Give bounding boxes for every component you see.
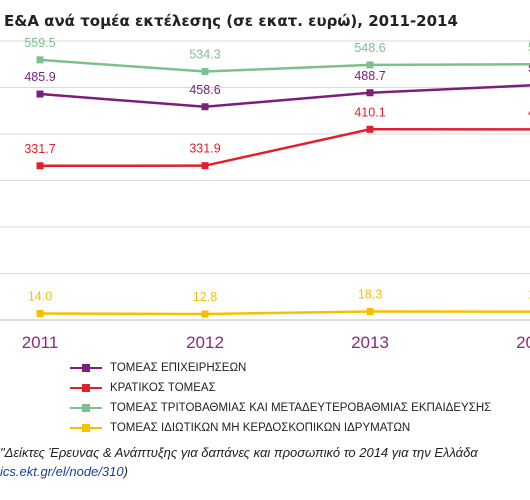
legend-marker — [82, 424, 90, 432]
series-line — [39, 58, 530, 73]
data-label: 331.9 — [189, 142, 220, 156]
data-point — [36, 56, 44, 64]
legend-marker — [82, 384, 90, 392]
data-label: 559.5 — [24, 36, 55, 50]
data-label: 18 — [528, 288, 530, 302]
data-point — [201, 162, 209, 170]
data-label: 534.3 — [189, 48, 220, 62]
data-label: 18.3 — [358, 287, 382, 301]
x-tick-label: 2013 — [351, 333, 389, 352]
data-point — [366, 125, 374, 133]
data-label: 410.1 — [354, 105, 385, 119]
line-chart: 2011 2012 2013 2014 485.9 458.6 488.7 50 331.7 33… — [0, 36, 530, 352]
series-line — [39, 310, 530, 316]
legend-label: ΤΟΜΕΑΣ ΕΠΙΧΕΙΡΗΣΕΩΝ — [110, 362, 247, 374]
data-point — [36, 309, 44, 317]
data-label: 12.8 — [193, 290, 217, 304]
legend-label: ΚΡΑΤΙΚΟΣ ΤΟΜΕΑΣ — [110, 382, 216, 394]
source-text: "Δείκτες Έρευνας & Ανάπτυξης για δαπάνες… — [0, 445, 478, 460]
series-line — [39, 128, 530, 168]
legend-item: ΤΟΜΕΑΣ ΕΠΙΧΕΙΡΗΣΕΩΝ — [70, 358, 491, 378]
data-point — [36, 162, 44, 170]
chart-title: E&A ανά τομέα εκτέλεσης (σε εκατ. ευρώ),… — [4, 12, 458, 30]
data-label: 485.9 — [24, 70, 55, 84]
legend-item: ΤΟΜΕΑΣ ΤΡΙΤΟΒΑΘΜΙΑΣ ΚΑΙ ΜΕΤΑΔΕΥΤΕΡΟΒΑΘΜΙ… — [70, 398, 491, 418]
data-label: 41 — [528, 105, 530, 119]
x-tick-label: 2012 — [186, 333, 224, 352]
data-point — [366, 307, 374, 315]
legend-marker — [82, 364, 90, 372]
data-label: 55 — [528, 40, 530, 54]
data-label: 50 — [528, 61, 530, 75]
data-point — [36, 90, 44, 98]
x-tick-label: 2011 — [22, 333, 59, 352]
data-point — [201, 103, 209, 111]
legend-marker — [82, 404, 90, 412]
source-link[interactable]: ics.ekt.gr/el/node/310 — [0, 464, 124, 479]
legend-label: ΤΟΜΕΑΣ ΤΡΙΤΟΒΑΘΜΙΑΣ ΚΑΙ ΜΕΤΑΔΕΥΤΕΡΟΒΑΘΜΙ… — [110, 402, 492, 414]
data-point — [366, 89, 374, 97]
data-label: 548.6 — [354, 41, 385, 55]
legend-item: ΚΡΑΤΙΚΟΣ ΤΟΜΕΑΣ — [70, 378, 491, 398]
series-line — [39, 84, 530, 109]
chart-legend: ΤΟΜΕΑΣ ΕΠΙΧΕΙΡΗΣΕΩΝ ΚΡΑΤΙΚΟΣ ΤΟΜΕΑΣ ΤΟΜΕΑΣ… — [70, 358, 491, 438]
data-point — [201, 68, 209, 76]
data-label: 14.0 — [28, 289, 52, 303]
legend-label: ΤΟΜΕΑΣ ΙΔΙΩΤΙΚΩΝ ΜΗ ΚΕΡΔΟΣΚΟΠΙΚΩΝ ΙΔΡΥΜΑ… — [110, 422, 411, 434]
data-label: 458.6 — [189, 83, 220, 97]
legend-item: ΤΟΜΕΑΣ ΙΔΙΩΤΙΚΩΝ ΜΗ ΚΕΡΔΟΣΚΟΠΙΚΩΝ ΙΔΡΥΜΑ… — [70, 418, 491, 438]
source-link-suffix: ) — [123, 464, 128, 479]
x-tick-label: 2014 — [516, 333, 530, 352]
source-note: "Δείκτες Έρευνας & Ανάπτυξης για δαπάνες… — [0, 443, 478, 481]
data-label: 331.7 — [24, 142, 55, 156]
data-label: 488.7 — [354, 69, 385, 83]
data-point — [201, 310, 209, 318]
source-link-line: ics.ekt.gr/el/node/310) — [0, 462, 478, 481]
data-point — [366, 61, 374, 69]
